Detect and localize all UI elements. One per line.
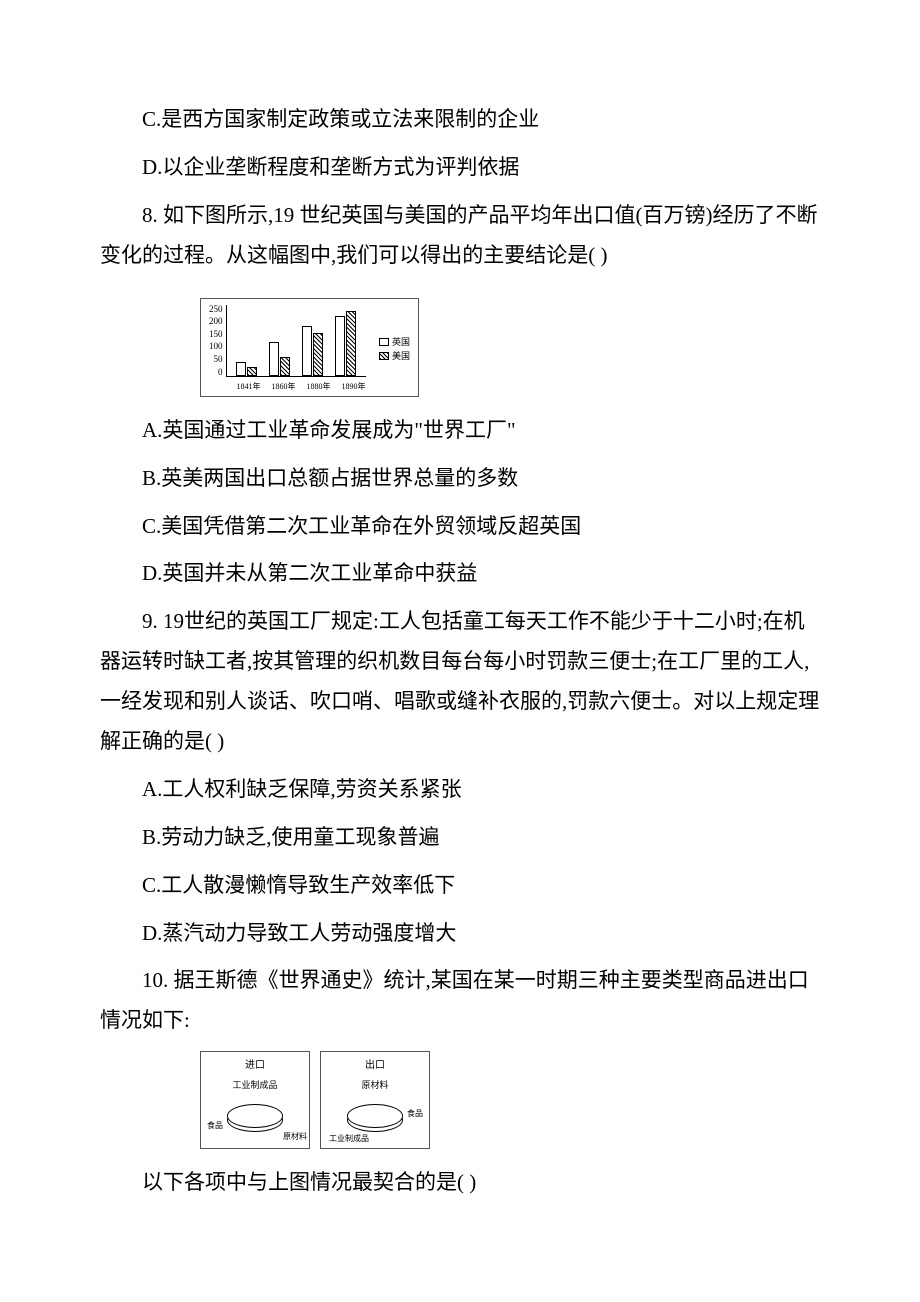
ytick: 200 [209,317,223,326]
q8-chart-xaxis: 1841年 1860年 1880年 1890年 [231,377,371,394]
legend-label: 美国 [392,349,410,363]
import-title: 进口 [207,1056,303,1075]
q7-option-d: D.以企业垄断程度和垄断方式为评判依据 [100,148,820,188]
bar [313,333,323,376]
import-label: 原材料 [283,1129,307,1144]
q10-stem: 10. 据王斯德《世界通史》统计,某国在某一时期三种主要类型商品进出口情况如下: [100,961,820,1041]
xtick: 1841年 [237,379,261,394]
export-label: 工业制成品 [329,1131,369,1146]
bar-group [236,362,257,376]
q8-option-c: C.美国凭借第二次工业革命在外贸领域反超英国 [100,507,820,547]
bar [280,357,290,376]
q8-stem: 8. 如下图所示,19 世纪英国与美国的产品平均年出口值(百万镑)经历了不断变化… [100,196,820,276]
bar [346,311,356,376]
q8-option-d: D.英国并未从第二次工业革命中获益 [100,554,820,594]
q10-import-box: 进口 工业制成品 食品 原材料 [200,1051,310,1149]
q7-option-c: C.是西方国家制定政策或立法来限制的企业 [100,100,820,140]
q8-chart-yaxis: 250 200 150 100 50 0 [209,305,226,377]
q10-diagram: 进口 工业制成品 食品 原材料 出口 原材料 食品 工业制成品 [200,1051,820,1149]
q8-option-b: B.英美两国出口总额占据世界总量的多数 [100,459,820,499]
disk-shape-top [227,1104,283,1128]
bar-group [302,326,323,376]
bar [236,362,246,376]
bar [247,367,257,376]
bar-group [269,342,290,376]
q8-chart: 250 200 150 100 50 0 1841年 1860年 1880年 1890… [200,286,820,397]
q9-option-c: C.工人散漫懒惰导致生产效率低下 [100,866,820,906]
q9-option-a: A.工人权利缺乏保障,劳资关系紧张 [100,770,820,810]
ytick: 100 [209,342,223,351]
ytick: 50 [209,355,223,364]
q8-option-a: A.英国通过工业革命发展成为"世界工厂" [100,411,820,451]
import-label: 工业制成品 [207,1077,303,1094]
ytick: 0 [209,368,223,377]
legend-label: 英国 [392,335,410,349]
ytick: 150 [209,330,223,339]
xtick: 1880年 [307,379,331,394]
export-label: 原材料 [327,1077,423,1094]
bar [269,342,279,376]
q10-export-box: 出口 原材料 食品 工业制成品 [320,1051,430,1149]
disk-shape-top [347,1104,403,1128]
legend-swatch-us [379,352,389,360]
q10-follow: 以下各项中与上图情况最契合的是( ) [100,1163,820,1203]
q8-chart-legend: 英国 美国 [379,335,410,364]
bar-group [335,311,356,376]
q9-stem: 9. 19世纪的英国工厂规定:工人包括童工每天工作不能少于十二小时;在机器运转时… [100,602,820,762]
import-label: 食品 [207,1118,223,1133]
legend-swatch-uk [379,338,389,346]
q8-chart-plot [226,305,366,377]
q9-option-d: D.蒸汽动力导致工人劳动强度增大 [100,914,820,954]
q9-option-b: B.劳动力缺乏,使用童工现象普遍 [100,818,820,858]
xtick: 1860年 [272,379,296,394]
export-label: 食品 [407,1106,423,1121]
export-title: 出口 [327,1056,423,1075]
xtick: 1890年 [342,379,366,394]
ytick: 250 [209,305,223,314]
bar [335,316,345,376]
bar [302,326,312,376]
